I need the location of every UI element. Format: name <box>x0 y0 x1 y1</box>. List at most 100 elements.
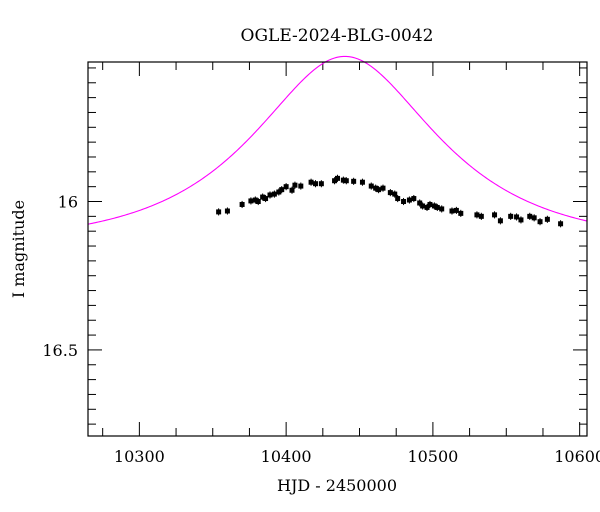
data-point <box>267 191 273 199</box>
data-point <box>332 177 338 185</box>
data-point <box>411 194 417 203</box>
data-points-layer <box>216 174 564 228</box>
x-axis-label: HJD - 2450000 <box>277 476 397 495</box>
data-point <box>312 180 318 188</box>
data-point <box>420 202 426 210</box>
point-marker <box>318 181 324 187</box>
data-point <box>427 200 433 209</box>
point-marker <box>283 184 289 190</box>
data-point <box>395 194 401 203</box>
data-point <box>527 212 533 220</box>
data-point <box>343 177 349 185</box>
data-point <box>373 184 379 192</box>
point-marker <box>380 185 386 191</box>
data-point <box>531 214 537 222</box>
data-point <box>518 216 524 224</box>
data-point <box>492 211 498 219</box>
point-marker <box>224 208 230 214</box>
x-tick-label: 10400 <box>261 447 312 466</box>
point-marker <box>292 182 298 188</box>
model-curve <box>87 55 588 225</box>
model-curve-layer <box>87 55 588 225</box>
point-marker <box>514 214 520 220</box>
point-marker <box>335 175 340 181</box>
point-marker <box>395 196 401 202</box>
data-point <box>431 202 437 210</box>
data-point <box>359 178 365 186</box>
point-marker <box>420 203 426 209</box>
data-point <box>474 211 480 219</box>
data-point <box>558 220 564 228</box>
point-marker <box>434 204 440 210</box>
data-point <box>514 213 520 221</box>
point-marker <box>401 199 407 205</box>
x-tick-label: 10600 <box>554 447 600 466</box>
plot-frame <box>87 61 588 437</box>
data-point <box>263 194 269 203</box>
data-point <box>298 182 304 190</box>
data-point <box>255 197 261 206</box>
data-point <box>368 182 374 190</box>
data-point <box>335 174 340 182</box>
point-marker <box>312 181 318 187</box>
x-tick-label: 10500 <box>407 447 458 466</box>
point-marker <box>417 200 423 206</box>
data-point <box>276 188 282 196</box>
data-point <box>497 217 503 225</box>
point-marker <box>289 187 295 193</box>
point-marker <box>537 219 543 225</box>
chart-title: OGLE-2024-BLG-0042 <box>241 26 434 46</box>
data-point <box>292 181 298 189</box>
point-marker <box>518 217 524 223</box>
point-marker <box>368 183 374 189</box>
data-point <box>380 184 386 192</box>
data-point <box>401 197 407 206</box>
point-marker <box>255 199 261 205</box>
point-marker <box>340 177 346 183</box>
data-point <box>434 203 440 212</box>
point-marker <box>373 185 379 191</box>
point-marker <box>267 192 273 198</box>
data-point <box>271 190 277 198</box>
point-marker <box>478 213 484 219</box>
data-point <box>308 178 314 186</box>
point-marker <box>392 191 398 197</box>
point-marker <box>276 189 282 195</box>
point-marker <box>351 178 357 184</box>
data-point <box>449 207 455 215</box>
data-point <box>351 177 357 185</box>
point-marker <box>497 218 503 224</box>
y-axis-label: I magnitude <box>9 200 28 298</box>
data-point <box>508 212 514 220</box>
data-point <box>340 176 346 184</box>
point-marker <box>411 196 417 202</box>
point-marker <box>252 197 258 203</box>
data-point <box>252 196 258 204</box>
data-point <box>406 196 412 204</box>
data-point <box>387 189 393 197</box>
point-marker <box>239 201 245 207</box>
data-point <box>224 207 230 215</box>
point-marker <box>439 206 445 212</box>
data-point <box>248 197 254 205</box>
point-marker <box>508 213 514 219</box>
point-marker <box>431 203 437 209</box>
data-point <box>279 186 285 194</box>
data-point <box>417 199 423 207</box>
point-marker <box>260 194 266 200</box>
point-marker <box>343 178 349 184</box>
point-marker <box>449 208 455 214</box>
point-marker <box>458 210 464 216</box>
x-tick-label: 10300 <box>114 447 165 466</box>
data-point <box>537 218 543 226</box>
point-marker <box>359 179 365 185</box>
point-marker <box>271 191 277 197</box>
point-marker <box>527 213 533 219</box>
point-marker <box>544 216 550 222</box>
point-marker <box>387 190 393 196</box>
point-marker <box>427 201 433 207</box>
point-marker <box>376 187 382 193</box>
point-marker <box>216 209 222 215</box>
point-marker <box>424 204 430 210</box>
